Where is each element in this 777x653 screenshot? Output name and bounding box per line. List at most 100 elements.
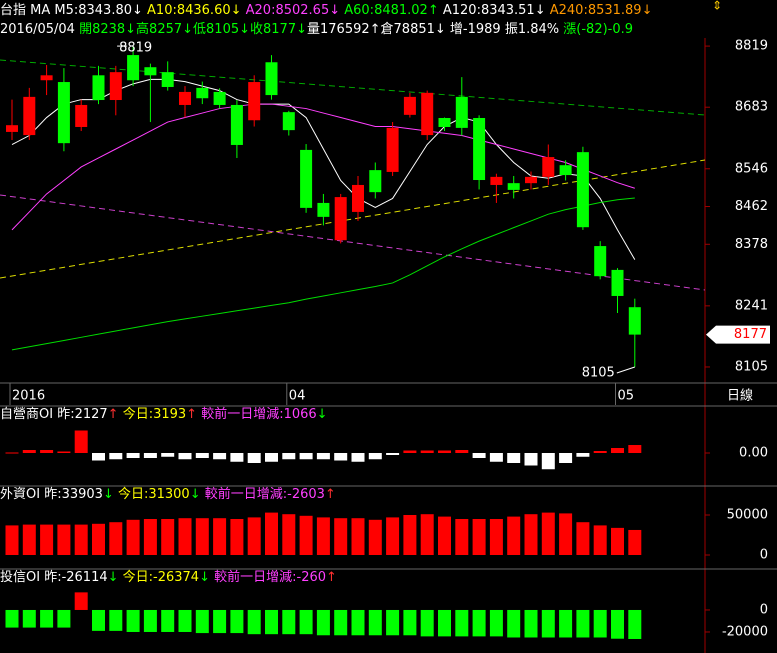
bar (22, 450, 36, 453)
header-segment: 低8105↓ (193, 22, 250, 37)
bar (472, 453, 486, 458)
bar (265, 512, 278, 555)
header-segment: A10:8436.60↓ (147, 3, 246, 18)
y-tick-label: 8546 (735, 161, 768, 176)
header-segment: 較前一日增減:-260 (214, 569, 326, 585)
bar (420, 450, 434, 453)
bar (247, 453, 261, 463)
header-segment: A20:8502.65↓ (246, 3, 345, 18)
y-tick-label: 0 (760, 548, 768, 563)
bar (559, 609, 573, 638)
header-segment: 收8177↓ (250, 22, 307, 37)
bar (213, 453, 227, 460)
y-tick-label: 8462 (735, 199, 768, 214)
candle-body (75, 104, 88, 127)
candle-body (282, 112, 295, 131)
candle-body (611, 269, 624, 296)
y-tick-label: 0 (760, 602, 768, 617)
bar (455, 609, 469, 637)
bar (161, 519, 175, 555)
bar (593, 609, 607, 638)
bar (22, 609, 36, 628)
bar (126, 609, 140, 632)
bar (628, 529, 642, 555)
bar (524, 609, 538, 638)
bar (524, 514, 538, 555)
candle-body (213, 91, 226, 105)
x-tick-label: 04 (289, 389, 306, 404)
bar (351, 609, 365, 636)
bar (143, 453, 157, 458)
candle-body (628, 307, 641, 335)
header-segment: ↓ (317, 407, 328, 422)
header-segment: 較前一日增減:-2603 (205, 486, 325, 502)
header-segment: 振1.84% (505, 22, 563, 37)
candle-body (127, 55, 140, 81)
header-segment: ↑ (325, 487, 336, 502)
bar (230, 609, 244, 634)
header-segment: A120:8343.51↓ (443, 3, 550, 18)
header-text: 外資OI 昨:33903↓ 今日:31300↓ 較前一日增減:-2603↑ (0, 486, 336, 502)
bar (40, 524, 54, 555)
bar (92, 453, 105, 461)
bar (489, 609, 503, 637)
trendline (0, 194, 705, 291)
candle-body (317, 202, 330, 217)
bar (438, 609, 451, 637)
bar (559, 453, 573, 463)
candle-body (334, 197, 347, 241)
menu-icon[interactable]: ⇕ (712, 0, 722, 13)
candle-body (23, 96, 36, 136)
bar (143, 609, 157, 632)
bar (368, 453, 382, 460)
bar (247, 609, 261, 635)
bar (299, 515, 313, 555)
header-segment: 開8238↓ (79, 22, 136, 37)
candle-body (40, 75, 53, 81)
bar (247, 517, 261, 555)
bar (403, 450, 417, 453)
bar (265, 609, 278, 635)
bar (161, 609, 175, 632)
header-text: 台指 MA M5:8343.80↓ A10:8436.60↓ A20:8502.… (0, 3, 652, 18)
candle-body (455, 96, 468, 128)
header-segment: 台指 MA (0, 3, 54, 18)
trendline (0, 59, 705, 116)
ma-line (11, 103, 635, 231)
low-annotation: 8105 (582, 365, 615, 380)
header-text: 自營商OI 昨:2127↑ 今日:3193↑ 較前一日增減:1066↓ (0, 406, 328, 422)
y-tick-label: 8378 (735, 237, 768, 252)
header-segment: 高8257↓ (136, 21, 193, 37)
bar (386, 609, 400, 636)
header-segment: ↑ (186, 407, 201, 422)
header-segment: ↑ (108, 407, 123, 422)
bar (195, 453, 209, 458)
y-tick-label: 8105 (735, 359, 768, 374)
y-tick-label: -20000 (722, 624, 768, 639)
bar (109, 522, 123, 555)
bar (57, 451, 71, 453)
bar (541, 609, 555, 638)
bar (351, 453, 365, 462)
last-price-label: 8177 (734, 327, 767, 342)
bar (316, 517, 330, 555)
bar (22, 524, 36, 555)
bar (92, 609, 105, 631)
bar (628, 445, 642, 453)
header-segment: 倉78851↓ (381, 22, 450, 37)
bar (386, 517, 400, 555)
bar (438, 450, 451, 453)
header-segment: 量176592↑ (307, 22, 381, 37)
bar (576, 522, 590, 555)
bar (368, 519, 382, 555)
bar (282, 453, 296, 460)
bar (507, 453, 521, 463)
candle-body (109, 72, 122, 101)
ma-line (11, 197, 635, 351)
y-tick-label: 8683 (735, 100, 768, 115)
bar (316, 609, 330, 636)
bar (213, 609, 227, 634)
bar (576, 609, 590, 638)
candle-body (300, 149, 313, 208)
